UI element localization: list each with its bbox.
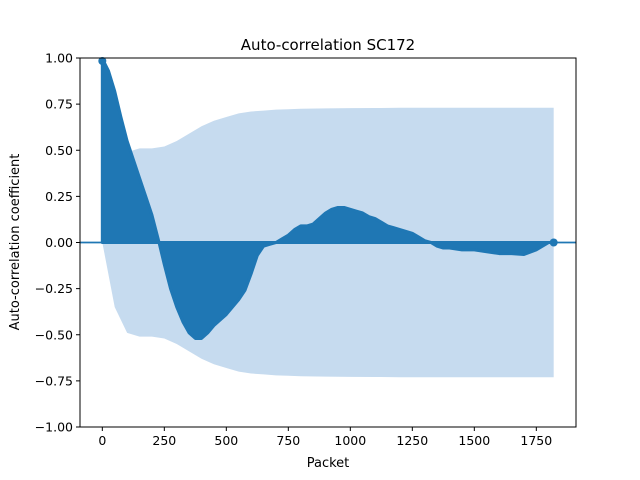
y-tick-label: 0.75 — [45, 97, 73, 112]
y-tick-label: 1.00 — [45, 51, 73, 66]
x-tick-label: 250 — [152, 433, 176, 448]
y-axis-ticks: −1.00 −0.75 −0.50 −0.25 0.00 0.25 0.50 0.75 1.00 — [35, 51, 80, 435]
x-tick-label: 500 — [214, 433, 238, 448]
y-tick-label: 0.25 — [45, 189, 73, 204]
plot-area — [79, 57, 577, 428]
x-axis-ticks: 0 250 500 750 1000 1250 1500 1750 — [98, 427, 552, 448]
x-tick-label: 1500 — [458, 433, 490, 448]
y-tick-label: −0.50 — [35, 327, 73, 342]
x-axis-label: Packet — [307, 456, 350, 471]
y-tick-label: 0.00 — [45, 235, 73, 250]
y-tick-label: −0.25 — [35, 281, 73, 296]
y-tick-label: 0.50 — [45, 143, 73, 158]
acf-marker-start — [98, 57, 107, 65]
x-tick-label: 1000 — [334, 433, 366, 448]
x-tick-label: 1250 — [396, 433, 428, 448]
y-tick-label: −0.75 — [35, 373, 73, 388]
y-tick-label: −1.00 — [35, 420, 73, 435]
x-tick-label: 0 — [98, 433, 106, 448]
x-tick-label: 1750 — [520, 433, 552, 448]
chart-title: Auto-correlation SC172 — [241, 36, 415, 54]
acf-series — [100, 58, 556, 340]
y-axis-label: Auto-correlation coefficient — [8, 154, 23, 331]
x-tick-label: 750 — [276, 433, 300, 448]
